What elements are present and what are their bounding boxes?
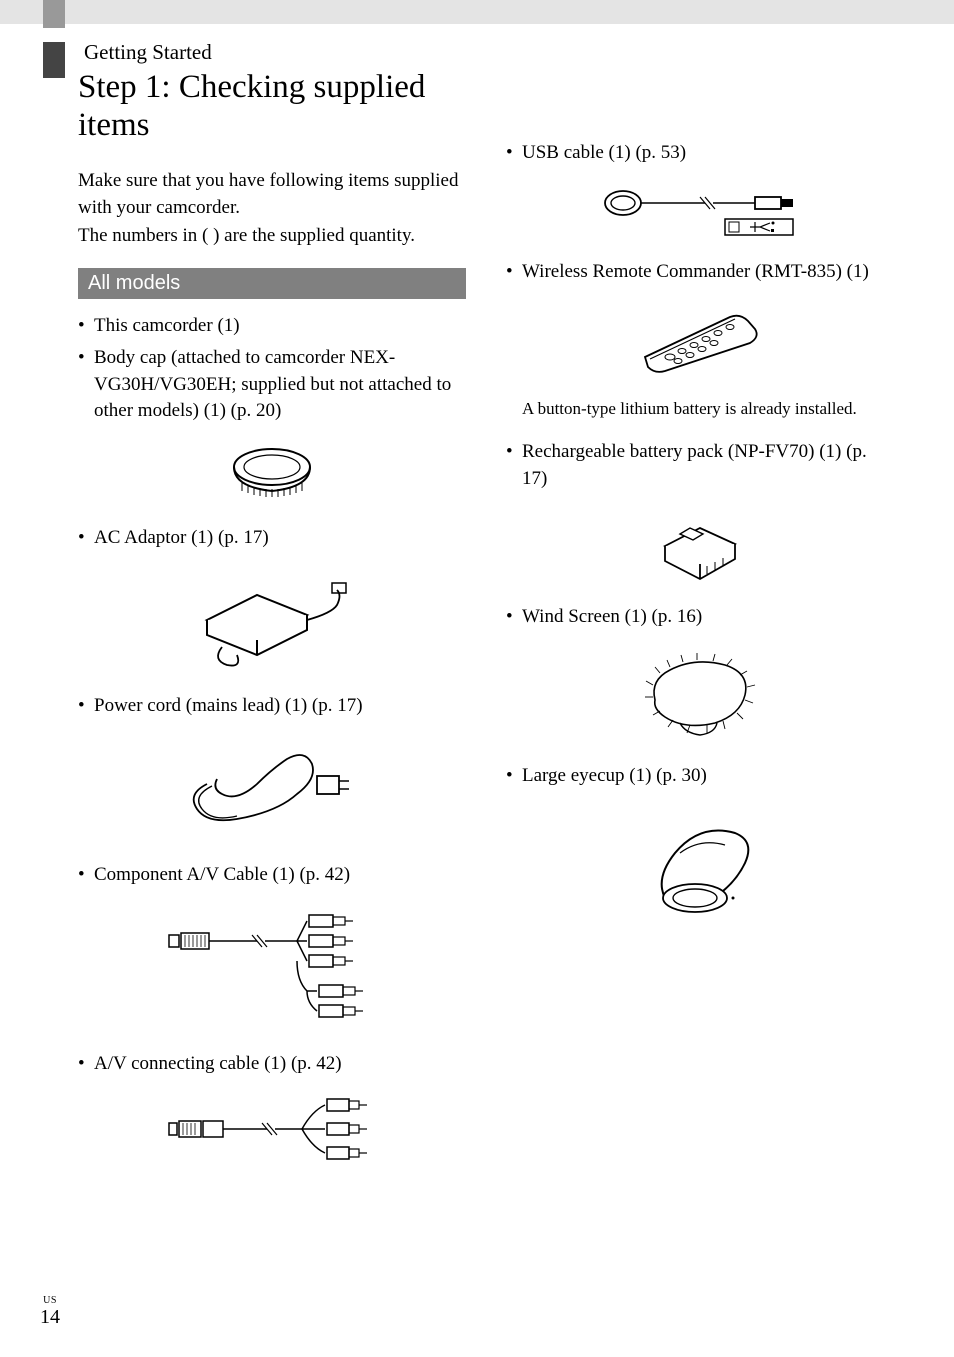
windscreen-illustration bbox=[506, 645, 894, 745]
content-area: Getting Started Step 1: Checking supplie… bbox=[78, 40, 894, 1297]
component-cable-illustration bbox=[78, 903, 466, 1033]
item-text: Wireless Remote Commander (RMT-835) (1) bbox=[522, 261, 869, 282]
remote-note: A button-type lithium battery is already… bbox=[522, 397, 894, 421]
page-title: Step 1: Checking supplied items bbox=[78, 69, 466, 145]
item-list-left-4: Component A/V Cable (1) (p. 42) bbox=[78, 862, 466, 889]
page-number: 14 bbox=[40, 1306, 60, 1329]
left-column: Getting Started Step 1: Checking supplie… bbox=[78, 40, 466, 1297]
item-text: Wind Screen (1) (p. 16) bbox=[522, 606, 702, 627]
list-item: Component A/V Cable (1) (p. 42) bbox=[78, 862, 466, 889]
page-region: US bbox=[40, 1295, 60, 1306]
item-text: Power cord (mains lead) (1) (p. 17) bbox=[94, 695, 363, 716]
list-item: Large eyecup (1) (p. 30) bbox=[506, 763, 894, 790]
list-item: This camcorder (1) bbox=[78, 313, 466, 340]
list-item: Power cord (mains lead) (1) (p. 17) bbox=[78, 693, 466, 720]
page: Getting Started Step 1: Checking supplie… bbox=[0, 0, 954, 1357]
item-text: This camcorder (1) bbox=[94, 315, 240, 336]
item-list-right: USB cable (1) (p. 53) bbox=[506, 140, 894, 167]
item-list-right-2: Wireless Remote Commander (RMT-835) (1) bbox=[506, 259, 894, 286]
remote-illustration bbox=[506, 299, 894, 379]
item-text: AC Adaptor (1) (p. 17) bbox=[94, 527, 269, 548]
item-text: A/V connecting cable (1) (p. 42) bbox=[94, 1053, 342, 1074]
item-list-left: This camcorder (1) Body cap (attached to… bbox=[78, 313, 466, 425]
side-tab-dark bbox=[43, 42, 65, 78]
eyecup-illustration bbox=[506, 803, 894, 933]
page-number-block: US 14 bbox=[40, 1295, 60, 1329]
item-text: Rechargeable battery pack (NP-FV70) (1) … bbox=[522, 441, 867, 489]
item-list-right-3: Rechargeable battery pack (NP-FV70) (1) … bbox=[506, 439, 894, 492]
powercord-illustration bbox=[78, 734, 466, 844]
list-item: USB cable (1) (p. 53) bbox=[506, 140, 894, 167]
list-item: Wireless Remote Commander (RMT-835) (1) bbox=[506, 259, 894, 286]
acadaptor-illustration bbox=[78, 565, 466, 675]
battery-illustration bbox=[506, 506, 894, 586]
item-list-left-3: Power cord (mains lead) (1) (p. 17) bbox=[78, 693, 466, 720]
item-list-right-5: Large eyecup (1) (p. 30) bbox=[506, 763, 894, 790]
item-text: USB cable (1) (p. 53) bbox=[522, 142, 686, 163]
intro-text: Make sure that you have following items … bbox=[78, 167, 466, 250]
top-bar bbox=[0, 0, 954, 24]
item-list-left-5: A/V connecting cable (1) (p. 42) bbox=[78, 1051, 466, 1078]
list-item: Wind Screen (1) (p. 16) bbox=[506, 604, 894, 631]
side-tab-light bbox=[43, 0, 65, 28]
item-list-right-4: Wind Screen (1) (p. 16) bbox=[506, 604, 894, 631]
list-item: Body cap (attached to camcorder NEX-VG30… bbox=[78, 345, 466, 425]
list-item: Rechargeable battery pack (NP-FV70) (1) … bbox=[506, 439, 894, 492]
bodycap-illustration bbox=[78, 439, 466, 507]
item-text: Large eyecup (1) (p. 30) bbox=[522, 765, 707, 786]
right-column: USB cable (1) (p. 53) bbox=[506, 40, 894, 1297]
item-text: Component A/V Cable (1) (p. 42) bbox=[94, 864, 350, 885]
av-cable-illustration bbox=[78, 1091, 466, 1169]
section-label: Getting Started bbox=[78, 40, 466, 65]
list-item: A/V connecting cable (1) (p. 42) bbox=[78, 1051, 466, 1078]
item-list-left-2: AC Adaptor (1) (p. 17) bbox=[78, 525, 466, 552]
sub-header-all-models: All models bbox=[78, 268, 466, 299]
usb-cable-illustration bbox=[506, 181, 894, 241]
list-item: AC Adaptor (1) (p. 17) bbox=[78, 525, 466, 552]
item-text: Body cap (attached to camcorder NEX-VG30… bbox=[94, 347, 451, 421]
